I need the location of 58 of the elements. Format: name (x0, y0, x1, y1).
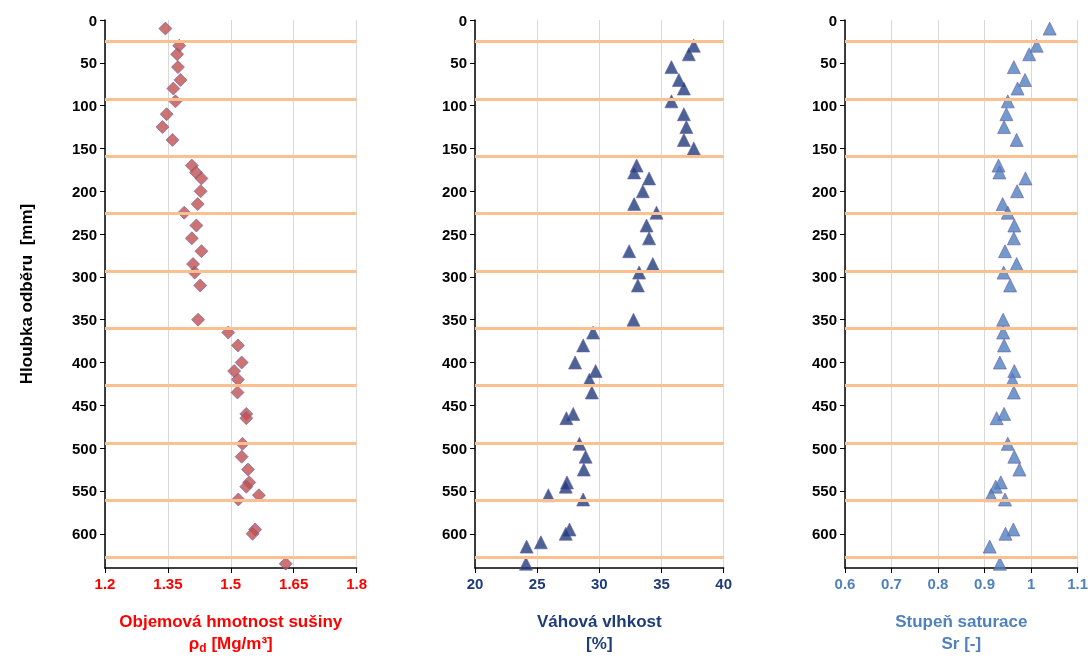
x-tick-label: 1.8 (346, 575, 367, 592)
y-tick-label: 450 (441, 396, 467, 414)
y-tick-label: 300 (441, 268, 467, 286)
y-tick-label: 150 (441, 139, 467, 157)
y-tick-label: 150 (811, 139, 837, 157)
y-tick-label: 250 (71, 225, 97, 243)
y-tick-label: 0 (458, 11, 467, 29)
y-tick-label: 200 (811, 182, 837, 200)
y-tick-label: 500 (811, 439, 837, 457)
x-tick-label: 0.9 (974, 575, 995, 592)
y-tick-label: 200 (71, 182, 97, 200)
x-tick-label: 30 (590, 575, 608, 592)
x-tick-label: 0.8 (927, 575, 949, 592)
y-tick-label: 100 (71, 97, 97, 115)
y-tick-label: 100 (811, 97, 837, 115)
y-tick-label: 150 (71, 139, 97, 157)
y-tick-label: 450 (71, 396, 97, 414)
x-axis-title: Stupeň saturace Sr [-] (895, 611, 1028, 653)
y-tick-label: 500 (71, 439, 97, 457)
y-tick-label: 50 (820, 54, 837, 72)
y-tick-label: 300 (71, 268, 97, 286)
y-tick-label: 450 (811, 396, 837, 414)
y-tick-label: 300 (811, 268, 837, 286)
y-tick-label: 600 (811, 525, 837, 543)
y-tick-label: 250 (441, 225, 467, 243)
y-tick-label: 550 (811, 482, 837, 500)
y-tick-label: 400 (71, 354, 97, 371)
y-tick-label: 600 (441, 525, 467, 543)
y-tick-label: 350 (441, 311, 467, 329)
y-tick-label: 400 (811, 354, 837, 371)
y-tick-label: 50 (450, 54, 467, 72)
y-tick-label: 200 (441, 182, 467, 200)
y-tick-label: 400 (441, 354, 467, 371)
y-tick-label: 600 (71, 525, 97, 543)
y-tick-label: 350 (811, 311, 837, 329)
x-tick-label: 1.5 (220, 575, 242, 592)
x-tick-label: 40 (715, 575, 732, 592)
x-tick-label: 35 (653, 575, 670, 592)
x-tick-label: 1.35 (153, 575, 183, 592)
x-tick-label: 0.7 (881, 575, 902, 592)
y-axis-title: Hloubka odběru [mm] (17, 203, 36, 385)
x-tick-label: 0.6 (834, 575, 856, 592)
x-tick-label: 25 (528, 575, 546, 592)
y-tick-label: 100 (441, 97, 467, 115)
y-tick-label: 0 (88, 11, 97, 29)
x-tick-label: 1.2 (94, 575, 116, 592)
y-tick-label: 0 (828, 11, 837, 29)
y-tick-label: 550 (441, 482, 467, 500)
x-axis-title: Váhová vlhkost [%] (536, 611, 663, 653)
x-tick-label: 1.1 (1067, 575, 1088, 592)
y-tick-label: 500 (441, 439, 467, 457)
x-tick-label: 1.65 (279, 575, 309, 592)
y-tick-label: 250 (811, 225, 837, 243)
y-tick-label: 550 (71, 482, 97, 500)
y-tick-label: 350 (71, 311, 97, 329)
x-tick-label: 1 (1026, 575, 1036, 592)
y-tick-label: 50 (80, 54, 97, 72)
x-tick-label: 20 (466, 575, 484, 592)
